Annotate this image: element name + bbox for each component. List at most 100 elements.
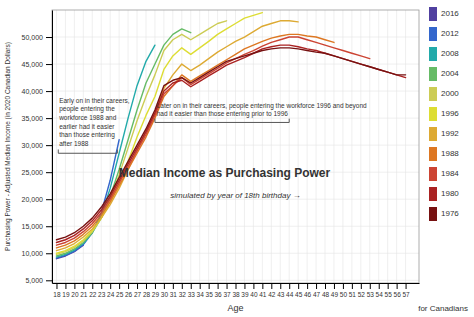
legend-label: 1992 (441, 129, 459, 138)
legend-item: 1992 (429, 127, 459, 141)
x-tick: 29 (152, 283, 160, 298)
x-tick-label: 18 (53, 291, 61, 298)
legend-swatch (429, 87, 437, 101)
grid-line-x (298, 10, 299, 283)
series-line (56, 45, 154, 257)
series-line (56, 37, 369, 245)
grid-line-x (154, 10, 155, 283)
x-tick-label: 48 (322, 291, 330, 298)
legend-item: 1980 (429, 187, 459, 201)
y-tick-label: 25,000 (22, 169, 44, 176)
y-tick-label: 45,000 (22, 61, 44, 68)
x-tick: 38 (232, 283, 240, 298)
x-tick: 40 (250, 283, 258, 298)
annotation: for Canadians (418, 304, 468, 313)
x-tick-label: 19 (62, 291, 70, 298)
legend-label: 1980 (441, 189, 459, 198)
x-tick-label: 44 (286, 291, 294, 298)
annotation-bracket-line (155, 122, 289, 123)
x-tick: 25 (116, 283, 124, 298)
annotation-bracket-line (58, 149, 59, 153)
x-tick-mark (298, 283, 299, 289)
x-axis: 1819202122232425262728293031323334353637… (53, 283, 420, 298)
x-tick-label: 25 (116, 291, 124, 298)
x-tick-mark (334, 283, 335, 289)
x-tick-mark (110, 283, 111, 289)
x-tick-mark (388, 283, 389, 289)
legend-label: 1984 (441, 169, 459, 178)
x-tick: 23 (98, 283, 106, 298)
annotation-bracket (155, 119, 289, 123)
x-tick-label: 28 (143, 291, 151, 298)
legend-label: 2016 (441, 9, 459, 18)
legend-item: 2008 (429, 47, 459, 61)
grid-line-x (289, 10, 290, 283)
legend-label: 2004 (441, 69, 459, 78)
legend-item: 1984 (429, 167, 459, 181)
x-tick-label: 30 (161, 291, 169, 298)
grid-line-x (369, 10, 370, 283)
annotations: Median Income as Purchasing Powersimulat… (58, 97, 367, 200)
legend-swatch (429, 167, 437, 181)
series-line (56, 45, 405, 242)
x-tick-mark (119, 283, 120, 289)
y-tick-mark (46, 226, 52, 227)
x-tick-mark (325, 283, 326, 289)
y-tick-mark (46, 199, 52, 200)
y-axis-title: Purchasing Power - Adjusted Median Incom… (4, 42, 12, 251)
subtitle: simulated by year of 18th birthday → (170, 191, 300, 200)
grid-line-y (52, 37, 419, 38)
x-tick-label: 26 (125, 291, 133, 298)
x-tick-label: 33 (188, 291, 196, 298)
x-tick-mark (236, 283, 237, 289)
x-tick: 36 (214, 283, 222, 298)
x-tick-label: 56 (394, 291, 402, 298)
x-tick-label: 38 (232, 291, 240, 298)
x-tick-label: 35 (206, 291, 214, 298)
legend-item: 1988 (429, 147, 459, 161)
x-tick: 56 (394, 283, 402, 298)
x-tick-label: 45 (295, 291, 303, 298)
grid-line-x (271, 10, 272, 283)
x-tick: 28 (143, 283, 151, 298)
x-tick-mark (406, 283, 407, 289)
legend-item: 2000 (429, 87, 459, 101)
x-tick: 43 (277, 283, 285, 298)
grid-line-y (52, 253, 419, 254)
x-tick-label: 49 (331, 291, 339, 298)
x-tick-mark (397, 283, 398, 289)
x-tick-mark (200, 283, 201, 289)
grid-line-x (351, 10, 352, 283)
grid-line-y (52, 91, 419, 92)
y-tick-label: 5,000 (25, 277, 43, 284)
x-tick: 35 (206, 283, 214, 298)
annotation-bracket-line (289, 119, 290, 123)
legend-item: 2004 (429, 67, 459, 81)
grid-line-x (145, 10, 146, 283)
x-tick-label: 55 (385, 291, 393, 298)
x-tick-mark (146, 283, 147, 289)
y-tick-mark (46, 91, 52, 92)
x-tick: 39 (241, 283, 249, 298)
x-tick-mark (352, 283, 353, 289)
x-tick: 24 (107, 283, 115, 298)
grid-line-y (52, 145, 419, 146)
legend-swatch (429, 187, 437, 201)
x-tick-label: 54 (376, 291, 384, 298)
x-tick-mark (218, 283, 219, 289)
x-tick-label: 27 (134, 291, 142, 298)
x-tick: 49 (331, 283, 339, 298)
x-tick-mark (128, 283, 129, 289)
legend-swatch (429, 147, 437, 161)
grid-line-x (199, 10, 200, 283)
grid-line-x (172, 10, 173, 283)
y-tick-label: 10,000 (22, 250, 44, 257)
series-line (56, 13, 262, 254)
x-tick-label: 39 (241, 291, 249, 298)
x-tick: 46 (304, 283, 312, 298)
series-line (56, 48, 405, 240)
y-tick: 30,000 (22, 142, 52, 149)
series-line (56, 29, 190, 256)
y-tick: 40,000 (22, 88, 52, 95)
x-tick: 20 (71, 283, 79, 298)
